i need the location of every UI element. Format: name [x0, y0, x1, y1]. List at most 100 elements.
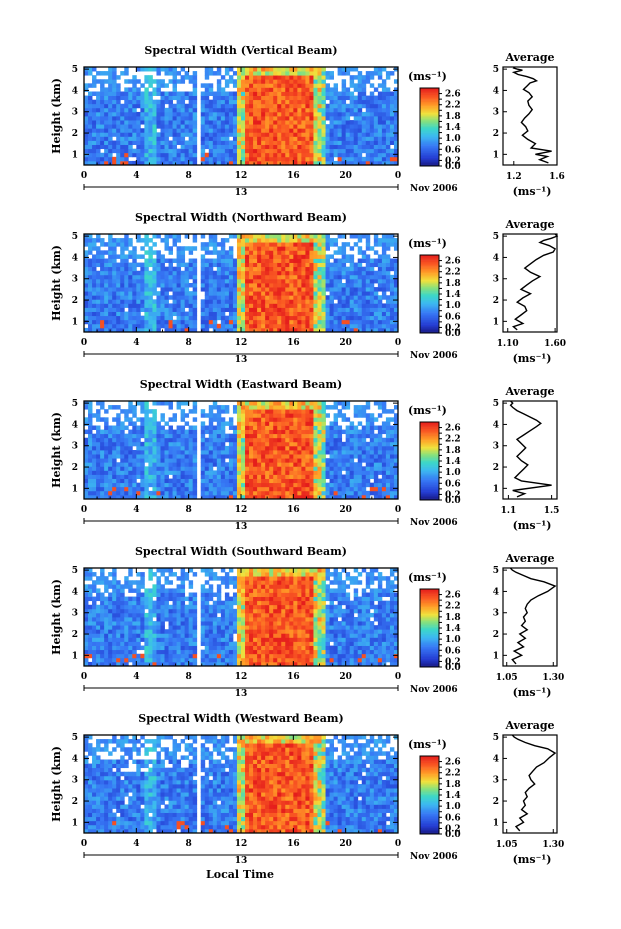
heatmap-cell: [168, 67, 173, 72]
heatmap-cell: [152, 311, 157, 317]
heatmap-cell: [156, 270, 161, 276]
heatmap-cell: [273, 299, 278, 304]
heatmap-cell: [297, 287, 302, 292]
heatmap-cell: [84, 160, 89, 166]
heatmap-cell: [369, 319, 375, 325]
heatmap-cell: [192, 136, 198, 141]
heatmap-cell: [188, 295, 194, 300]
colorbar-segment: [420, 312, 439, 314]
heatmap-cell: [321, 103, 326, 109]
heatmap-cell: [301, 486, 306, 492]
heatmap-cell: [249, 250, 254, 255]
heatmap-cell: [100, 116, 105, 121]
heatmap-cell: [277, 458, 282, 463]
heatmap-cell: [144, 413, 149, 418]
heatmap-cell: [156, 482, 161, 488]
heatmap-cell: [144, 319, 149, 325]
heatmap-cell: [176, 295, 182, 300]
heatmap-cell: [381, 327, 387, 333]
heatmap-cell: [156, 319, 161, 325]
heatmap-cell: [353, 132, 359, 137]
heatmap-cell: [232, 274, 238, 280]
heatmap-cell: [373, 132, 379, 137]
heatmap-cell: [249, 437, 254, 443]
heatmap-cell: [241, 99, 246, 105]
heatmap-cell: [128, 283, 133, 288]
heatmap-cell: [273, 466, 278, 471]
heatmap-cell: [369, 120, 375, 125]
heatmap-cell: [116, 303, 121, 308]
heatmap-cell: [281, 283, 286, 288]
heatmap-cell: [293, 107, 298, 113]
heatmap-cell: [120, 136, 125, 141]
heatmap-cell: [124, 486, 129, 492]
heatmap-cell: [88, 234, 93, 239]
heatmap-cell: [212, 437, 218, 443]
heatmap-cell: [192, 120, 198, 125]
heatmap-cell: [361, 95, 367, 101]
heatmap-cell: [321, 478, 326, 484]
heatmap-cell: [100, 156, 105, 162]
heatmap-cell: [236, 270, 242, 276]
heatmap-cell: [176, 250, 182, 255]
heatmap-cell: [317, 295, 322, 300]
heatmap-cell: [168, 417, 173, 422]
heatmap-cell: [305, 246, 310, 251]
heatmap-cell: [353, 299, 359, 304]
heatmap-cell: [297, 441, 302, 447]
heatmap-cell: [273, 128, 278, 133]
heatmap-cell: [156, 291, 161, 296]
heatmap-cell: [333, 120, 339, 125]
x-tick-label: 16: [287, 338, 300, 348]
heatmap-cell: [313, 409, 318, 414]
heatmap-cell: [192, 274, 198, 280]
colorbar-segment: [420, 313, 439, 316]
heatmap-cell: [100, 91, 105, 96]
colorbar-segment: [420, 263, 439, 266]
heatmap-cell: [132, 250, 137, 255]
heatmap-cell: [152, 437, 157, 443]
heatmap-cell: [265, 474, 270, 479]
heatmap-cell: [160, 238, 165, 243]
colorbar-segment: [420, 108, 439, 111]
heatmap-cell: [136, 323, 141, 329]
heatmap-cell: [148, 258, 153, 263]
heatmap-cell: [241, 437, 246, 443]
heatmap-cell: [313, 160, 318, 166]
heatmap-cell: [377, 311, 383, 317]
heatmap-cell: [180, 156, 186, 162]
heatmap-cell: [249, 441, 254, 447]
heatmap-cell: [333, 91, 339, 96]
heatmap-cell: [112, 91, 117, 96]
heatmap-cell: [257, 478, 262, 484]
heatmap-cell: [132, 458, 137, 463]
heatmap-cell: [104, 307, 109, 312]
heatmap-cell: [369, 278, 375, 284]
heatmap-cell: [253, 95, 258, 101]
heatmap-cell: [112, 466, 117, 471]
colorbar-segment: [420, 114, 439, 117]
heatmap-cell: [104, 116, 109, 121]
heatmap-cell: [92, 291, 97, 296]
heatmap-cell: [389, 315, 395, 321]
heatmap-cell: [212, 307, 218, 312]
heatmap-cell: [293, 262, 298, 268]
heatmap-cell: [192, 486, 198, 492]
heatmap-cell: [212, 234, 218, 239]
heatmap-cell: [241, 494, 246, 500]
heatmap-cell: [277, 274, 282, 280]
heatmap-cell: [349, 307, 355, 312]
heatmap-cell: [112, 107, 117, 113]
heatmap-cell: [297, 307, 302, 312]
heatmap-cell: [228, 450, 234, 455]
heatmap-cell: [349, 278, 355, 284]
heatmap-cell: [385, 107, 391, 113]
heatmap-cell: [112, 67, 117, 72]
heatmap-cell: [329, 95, 334, 101]
heatmap-cell: [84, 295, 89, 300]
heatmap-cell: [140, 405, 145, 410]
heatmap-cell: [100, 278, 105, 284]
heatmap-cell: [100, 274, 105, 280]
heatmap-cell: [224, 144, 230, 150]
heatmap-cell: [369, 83, 375, 88]
